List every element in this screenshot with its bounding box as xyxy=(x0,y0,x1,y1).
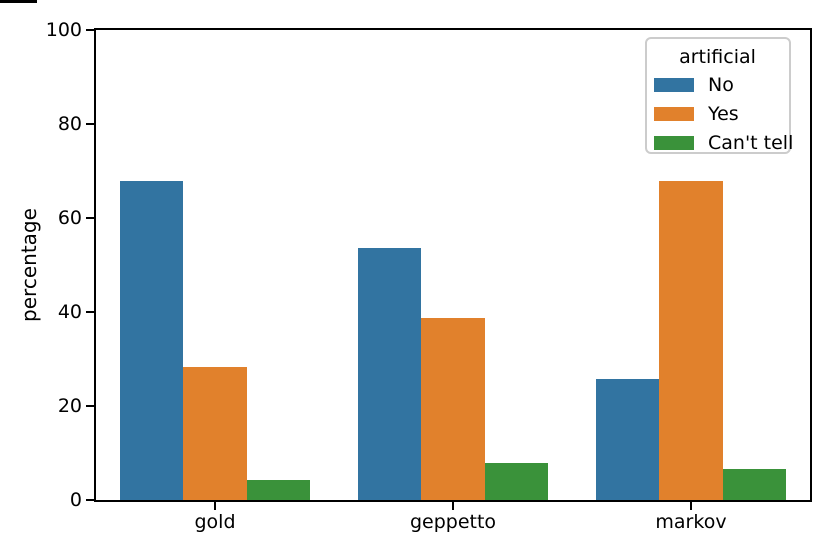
legend-label-no: No xyxy=(708,73,734,96)
y-tick-label-100: 100 xyxy=(45,19,82,41)
legend-item-can-t-tell: Can't tell xyxy=(654,128,793,157)
legend-swatch-can-t-tell xyxy=(654,135,694,150)
legend-label-yes: Yes xyxy=(708,102,739,125)
legend-swatch-yes xyxy=(654,106,694,121)
x-tick-label-geppetto: geppetto xyxy=(409,511,497,533)
y-tick-label-20: 20 xyxy=(57,395,82,417)
bar-geppetto-no xyxy=(357,247,422,500)
screenshot-corner-artifact xyxy=(0,0,37,3)
bar-markov-yes xyxy=(659,180,723,500)
bar-markov-can-t-tell xyxy=(722,468,787,500)
legend-box: artificial No Yes Can't tell xyxy=(645,37,793,157)
y-tick-80 xyxy=(86,123,94,125)
bar-gold-no xyxy=(119,181,184,500)
y-tick-0 xyxy=(86,499,94,501)
bar-gold-yes xyxy=(183,367,247,500)
y-tick-label-60: 60 xyxy=(57,207,82,229)
legend-label-can-t-tell: Can't tell xyxy=(708,131,794,154)
y-axis-label: percentage xyxy=(17,208,41,322)
x-tick-label-gold: gold xyxy=(194,511,236,533)
x-tick-label-markov: markov xyxy=(655,511,727,533)
y-tick-40 xyxy=(86,311,94,313)
y-tick-60 xyxy=(86,217,94,219)
y-tick-label-80: 80 xyxy=(57,113,82,135)
legend-title: artificial xyxy=(679,46,756,68)
legend-swatch-no xyxy=(654,77,694,92)
bar-gold-can-t-tell xyxy=(246,480,311,500)
bar-markov-no xyxy=(595,379,660,500)
y-tick-20 xyxy=(86,405,94,407)
x-tick-geppetto xyxy=(452,502,454,510)
y-tick-label-40: 40 xyxy=(57,301,82,323)
x-tick-gold xyxy=(214,502,216,510)
y-tick-100 xyxy=(86,29,94,31)
legend-item-no: No xyxy=(654,70,781,99)
bar-geppetto-yes xyxy=(421,317,485,500)
legend-item-yes: Yes xyxy=(654,99,781,128)
legend-items: No Yes Can't tell xyxy=(654,70,793,157)
y-tick-label-0: 0 xyxy=(69,489,82,511)
bar-geppetto-can-t-tell xyxy=(484,462,549,500)
x-tick-markov xyxy=(690,502,692,510)
